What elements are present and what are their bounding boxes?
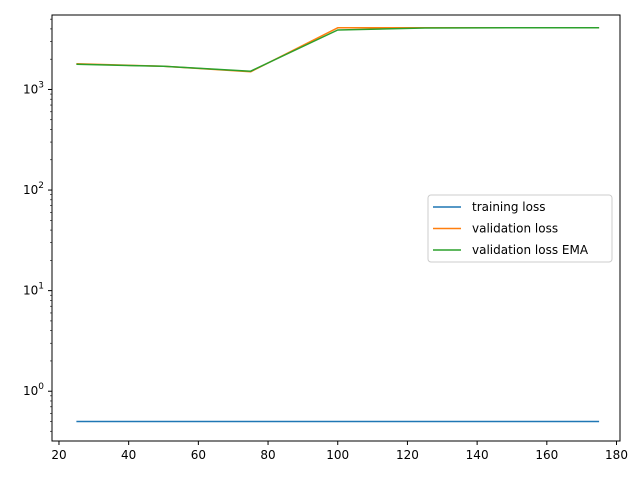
series-line-validation-loss-EMA xyxy=(76,27,600,72)
x-tick-label: 60 xyxy=(191,448,206,462)
x-tick-label: 20 xyxy=(51,448,66,462)
y-tick-label-exponent: 2 xyxy=(38,181,44,191)
x-tick-label: 40 xyxy=(121,448,136,462)
legend-box xyxy=(427,194,613,263)
y-tick-label-base: 10 xyxy=(23,384,38,398)
plot-lines xyxy=(76,27,600,423)
y-tick-label-base: 10 xyxy=(23,183,38,197)
y-tick-label: 102 xyxy=(23,181,44,197)
x-tick-label: 160 xyxy=(535,448,558,462)
y-tick-label-base: 10 xyxy=(23,82,38,96)
legend-label: validation loss xyxy=(472,222,558,236)
legend-label: training loss xyxy=(472,200,545,214)
y-tick-label-exponent: 0 xyxy=(38,382,44,392)
x-tick-label: 80 xyxy=(260,448,275,462)
axes-frame xyxy=(51,14,621,442)
y-tick-label-base: 10 xyxy=(23,284,38,298)
y-tick-label: 100 xyxy=(23,382,44,398)
x-tick-label: 140 xyxy=(466,448,489,462)
y-tick-label-exponent: 3 xyxy=(38,80,44,90)
y-tick-label: 101 xyxy=(23,282,44,298)
x-tick-label: 100 xyxy=(326,448,349,462)
y-tick-label: 103 xyxy=(23,80,44,96)
x-axis: 20 40 60 80 100 120 140 160 180 xyxy=(51,441,628,462)
x-tick-label: 180 xyxy=(605,448,628,462)
legend-label: validation loss EMA xyxy=(472,243,589,257)
y-tick-label-exponent: 1 xyxy=(38,282,44,292)
x-tick-label: 120 xyxy=(396,448,419,462)
legend: training loss validation loss validation l… xyxy=(427,194,613,263)
